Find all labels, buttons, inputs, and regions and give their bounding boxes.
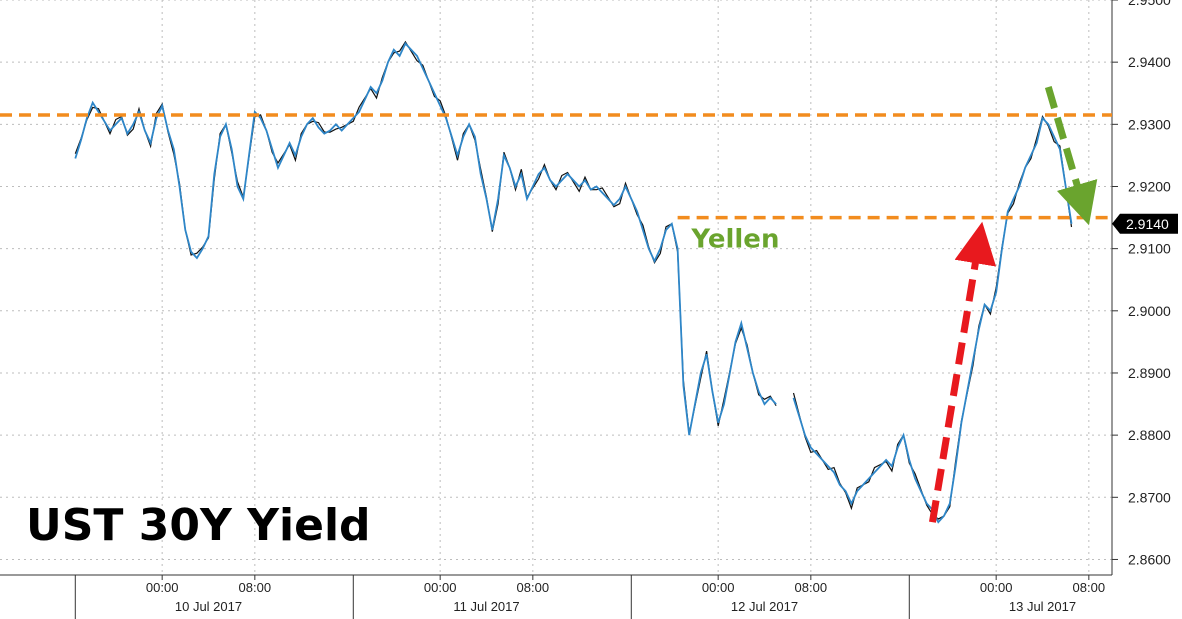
y-tick-label: 2.9400 [1128, 54, 1171, 70]
y-tick-label: 2.8800 [1128, 427, 1171, 443]
chart-title: UST 30Y Yield [26, 500, 371, 551]
last-value-box [1112, 213, 1178, 234]
y-tick-label: 2.9500 [1128, 0, 1171, 8]
series-price-trace [792, 115, 1073, 520]
x-tick-label: 00:00 [702, 580, 735, 595]
y-tick-label: 2.9200 [1128, 178, 1171, 194]
x-day-label: 10 Jul 2017 [175, 599, 242, 614]
series-line [792, 116, 1073, 524]
x-tick-label: 00:00 [424, 580, 457, 595]
y-axis: 2.8600 2.8700 2.8800 2.8900 2.9000 2.9100 2.92… [1111, 0, 1171, 575]
x-day-label: 13 Jul 2017 [1009, 599, 1076, 614]
last-value-label: 2.9140 [1126, 216, 1169, 232]
x-day-label: 11 Jul 2017 [453, 599, 519, 614]
grid-lines [0, 0, 1112, 575]
x-tick-label: 00:00 [980, 580, 1013, 595]
last-value-tag: 2.9140 [1112, 213, 1178, 234]
annotation-yellen: Yellen [690, 225, 779, 255]
series-line [74, 41, 777, 436]
up-arrow [929, 221, 997, 523]
y-tick-label: 2.8700 [1128, 489, 1171, 505]
reference-lines [0, 113, 1112, 220]
y-tick-label: 2.9000 [1128, 303, 1171, 319]
annotations: 2.9140 Yellen [690, 86, 1178, 523]
y-tick-label: 2.9300 [1128, 116, 1171, 132]
x-tick-label: 08:00 [239, 580, 272, 595]
y-tick-label: 2.9100 [1128, 241, 1171, 257]
series-price-trace [74, 40, 777, 434]
x-tick-label: 08:00 [795, 580, 828, 595]
x-day-label: 12 Jul 2017 [731, 599, 798, 614]
x-tick-label: 08:00 [1073, 580, 1106, 595]
x-tick-label: 00:00 [146, 580, 179, 595]
down-arrow [1044, 86, 1098, 226]
y-tick-label: 2.8900 [1128, 365, 1171, 381]
x-axis: 00:00 08:00 00:00 08:00 00:00 08:00 00:00 08:00… [0, 574, 1112, 619]
x-tick-label: 08:00 [517, 580, 550, 595]
y-tick-label: 2.8600 [1128, 551, 1171, 567]
